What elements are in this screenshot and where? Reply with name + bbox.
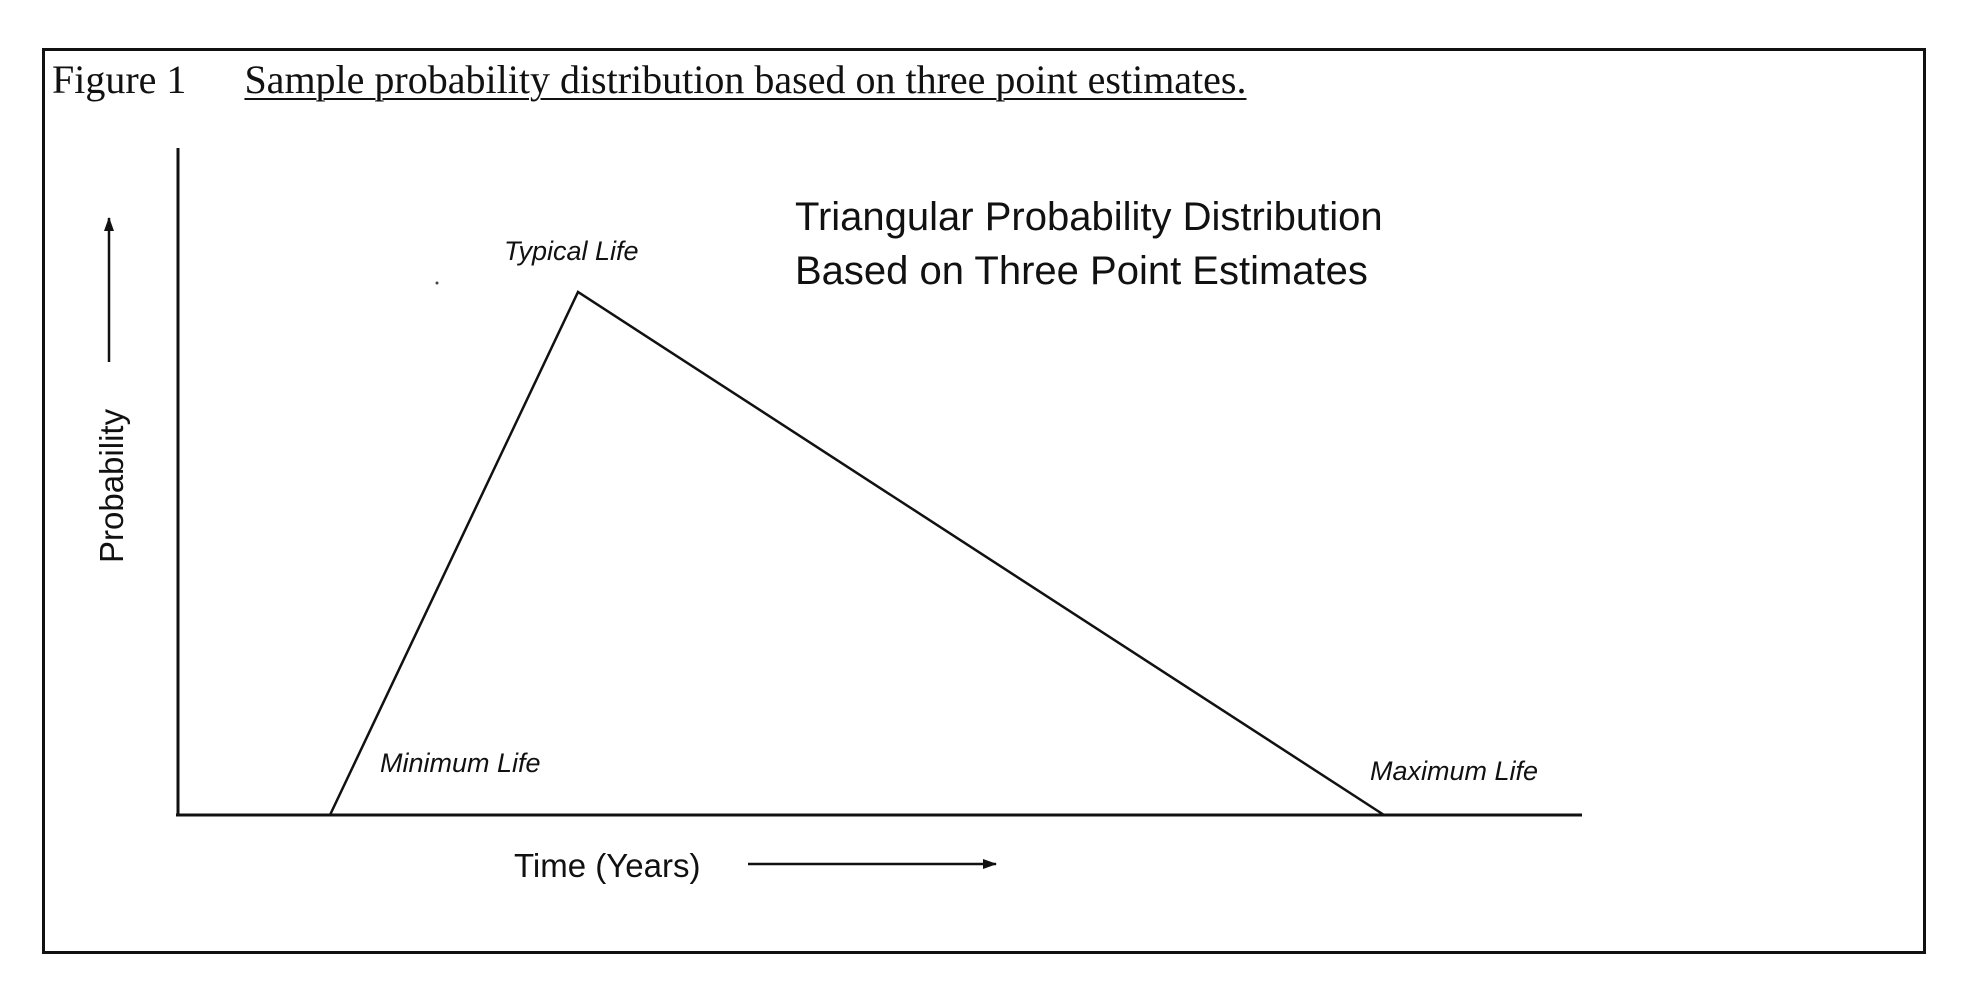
typical-life-label: Typical Life xyxy=(504,236,639,266)
scan-speck xyxy=(435,281,439,285)
figure-caption: Figure 1 Sample probability distribution … xyxy=(52,52,1247,108)
x-axis-label: Time (Years) xyxy=(514,847,700,884)
maximum-life-label: Maximum Life xyxy=(1370,756,1538,786)
y-axis-label: Probability xyxy=(93,408,130,563)
diagram-title-line-2: Based on Three Point Estimates xyxy=(795,249,1368,293)
figure-frame xyxy=(42,48,1926,954)
minimum-life-label: Minimum Life xyxy=(380,748,541,778)
figure-caption-text: Sample probability distribution based on… xyxy=(244,57,1247,102)
figure-number: Figure 1 xyxy=(52,57,187,102)
diagram-title-line-1: Triangular Probability Distribution xyxy=(795,195,1383,239)
triangular-distribution-curve xyxy=(328,290,1385,817)
